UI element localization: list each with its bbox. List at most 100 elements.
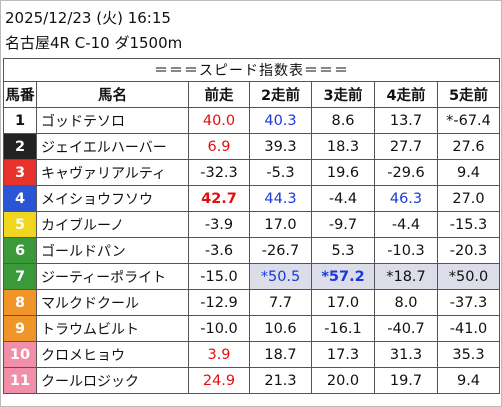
speed-index: *18.7 <box>374 263 438 290</box>
speed-index: 40.3 <box>249 107 312 134</box>
speed-index: 17.3 <box>311 341 375 368</box>
horse-row: 10 クロメヒョウ 3.9 18.7 17.3 31.3 35.3 <box>3 341 500 368</box>
horse-row: 3 キャヴァリアルティ -32.3 -5.3 19.6 -29.6 9.4 <box>3 159 500 186</box>
speed-index: -3.6 <box>188 237 250 264</box>
speed-table: ＝＝＝スピード指数表＝＝＝ 馬番 馬名 前走 2走前 3走前 4走前 5走前 1 ゴッドテソロ… <box>3 58 500 394</box>
horse-number: 9 <box>3 315 37 342</box>
horse-number: 4 <box>3 185 37 212</box>
horse-name: ゴールドパン <box>36 237 189 264</box>
speed-index: -15.3 <box>437 211 500 238</box>
speed-index: 40.0 <box>188 107 250 134</box>
speed-index: -10.3 <box>374 237 438 264</box>
horse-number: 3 <box>3 159 37 186</box>
horse-name: クロメヒョウ <box>36 341 189 368</box>
column-header: 4走前 <box>374 81 438 108</box>
speed-index: -26.7 <box>249 237 312 264</box>
speed-index: -4.4 <box>374 211 438 238</box>
speed-index: 17.0 <box>249 211 312 238</box>
race-info: 名古屋4R C-10 ダ1500m <box>5 34 183 52</box>
speed-index: -32.3 <box>188 159 250 186</box>
column-header: 3走前 <box>311 81 375 108</box>
speed-index: -3.9 <box>188 211 250 238</box>
speed-index: 18.7 <box>249 341 312 368</box>
speed-index: 10.6 <box>249 315 312 342</box>
speed-index: -37.3 <box>437 289 500 316</box>
horse-name: カイブルーノ <box>36 211 189 238</box>
speed-index: 44.3 <box>249 185 312 212</box>
horse-row: 7 ジーティーポライト -15.0 *50.5 *57.2 *18.7 *50.0 <box>3 263 500 290</box>
speed-index: 27.7 <box>374 133 438 160</box>
column-header: 2走前 <box>249 81 312 108</box>
horse-number: 5 <box>3 211 37 238</box>
speed-index: *-67.4 <box>437 107 500 134</box>
horse-name: ゴッドテソロ <box>36 107 189 134</box>
speed-index: 3.9 <box>188 341 250 368</box>
speed-index: 27.6 <box>437 133 500 160</box>
horse-row: 11 クールロジック 24.9 21.3 20.0 19.7 9.4 <box>3 367 500 394</box>
horse-name: ジェイエルハーバー <box>36 133 189 160</box>
speed-index: -9.7 <box>311 211 375 238</box>
speed-index: 9.4 <box>437 159 500 186</box>
horse-row: 4 メイショウフソウ 42.7 44.3 -4.4 46.3 27.0 <box>3 185 500 212</box>
speed-index: 24.9 <box>188 367 250 394</box>
column-header: 馬番 <box>3 81 37 108</box>
column-header: 前走 <box>188 81 250 108</box>
speed-index: 35.3 <box>437 341 500 368</box>
horse-row: 2 ジェイエルハーバー 6.9 39.3 18.3 27.7 27.6 <box>3 133 500 160</box>
speed-index: 18.3 <box>311 133 375 160</box>
speed-index: 19.7 <box>374 367 438 394</box>
horse-number: 10 <box>3 341 37 368</box>
horse-number: 7 <box>3 263 37 290</box>
speed-index: 9.4 <box>437 367 500 394</box>
speed-index: -20.3 <box>437 237 500 264</box>
speed-index: 5.3 <box>311 237 375 264</box>
horse-name: トラウムビルト <box>36 315 189 342</box>
speed-index: -10.0 <box>188 315 250 342</box>
speed-index: -5.3 <box>249 159 312 186</box>
speed-index: 7.7 <box>249 289 312 316</box>
speed-index: 27.0 <box>437 185 500 212</box>
horse-name: クールロジック <box>36 367 189 394</box>
column-header: 5走前 <box>437 81 500 108</box>
speed-index: *57.2 <box>311 263 375 290</box>
speed-index: 19.6 <box>311 159 375 186</box>
speed-index: -40.7 <box>374 315 438 342</box>
table-caption: ＝＝＝スピード指数表＝＝＝ <box>3 58 500 82</box>
speed-index: *50.0 <box>437 263 500 290</box>
column-header: 馬名 <box>36 81 189 108</box>
speed-index: 8.6 <box>311 107 375 134</box>
speed-index: 8.0 <box>374 289 438 316</box>
speed-index: -12.9 <box>188 289 250 316</box>
race-date: 2025/12/23 (火) 16:15 <box>5 9 171 27</box>
speed-index: -29.6 <box>374 159 438 186</box>
horse-row: 5 カイブルーノ -3.9 17.0 -9.7 -4.4 -15.3 <box>3 211 500 238</box>
horse-row: 9 トラウムビルト -10.0 10.6 -16.1 -40.7 -41.0 <box>3 315 500 342</box>
horse-row: 6 ゴールドパン -3.6 -26.7 5.3 -10.3 -20.3 <box>3 237 500 264</box>
horse-number: 8 <box>3 289 37 316</box>
speed-index: 31.3 <box>374 341 438 368</box>
horse-number: 1 <box>3 107 37 134</box>
speed-index: 39.3 <box>249 133 312 160</box>
horse-name: マルクドクール <box>36 289 189 316</box>
speed-index: -41.0 <box>437 315 500 342</box>
horse-number: 2 <box>3 133 37 160</box>
horse-number: 6 <box>3 237 37 264</box>
speed-index: 42.7 <box>188 185 250 212</box>
horse-row: 1 ゴッドテソロ 40.0 40.3 8.6 13.7 *-67.4 <box>3 107 500 134</box>
speed-index: 21.3 <box>249 367 312 394</box>
speed-index: 20.0 <box>311 367 375 394</box>
horse-name: キャヴァリアルティ <box>36 159 189 186</box>
horse-row: 8 マルクドクール -12.9 7.7 17.0 8.0 -37.3 <box>3 289 500 316</box>
speed-index: 13.7 <box>374 107 438 134</box>
horse-name: ジーティーポライト <box>36 263 189 290</box>
speed-index: *50.5 <box>249 263 312 290</box>
speed-index: 46.3 <box>374 185 438 212</box>
speed-index: -16.1 <box>311 315 375 342</box>
speed-index: -15.0 <box>188 263 250 290</box>
speed-index: 17.0 <box>311 289 375 316</box>
speed-index: -4.4 <box>311 185 375 212</box>
speed-index: 6.9 <box>188 133 250 160</box>
horse-number: 11 <box>3 367 37 394</box>
horse-name: メイショウフソウ <box>36 185 189 212</box>
